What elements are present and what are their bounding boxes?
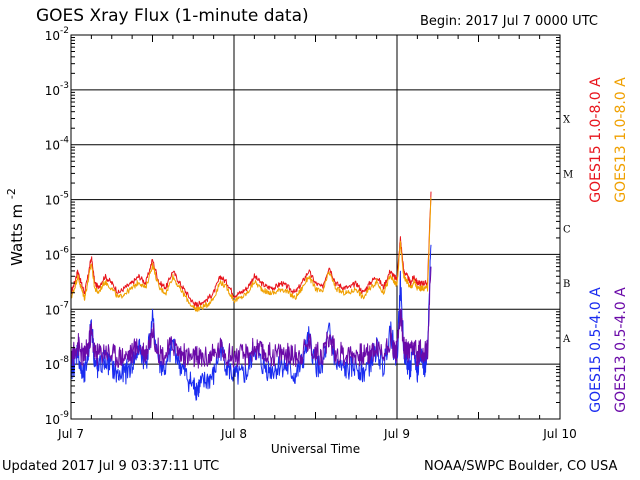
y-tick-label: 10-8 xyxy=(45,355,70,372)
series-line-goes15-1-0-8-0-a xyxy=(70,191,432,308)
chart-title: GOES Xray Flux (1-minute data) xyxy=(36,6,309,26)
x-tick-label: Jul 7 xyxy=(57,427,84,441)
legend-item: GOES13 1.0-8.0 A xyxy=(613,77,629,203)
x-tick-label: Jul 9 xyxy=(383,427,410,441)
legend-item: GOES15 0.5-4.0 A xyxy=(588,287,604,413)
legend-item: GOES13 0.5-4.0 A xyxy=(613,287,629,413)
x-axis-label: Universal Time xyxy=(271,442,360,456)
x-tick-label: Jul 10 xyxy=(542,427,577,441)
data-series xyxy=(70,191,432,401)
x-tick-label: Jul 8 xyxy=(220,427,247,441)
flare-class-label: C xyxy=(563,224,571,235)
series-line-goes13-0-5-4-0-a xyxy=(70,266,432,369)
y-tick-label: 10-3 xyxy=(45,81,69,98)
legend-item: GOES15 1.0-8.0 A xyxy=(588,77,604,203)
flare-class-label: M xyxy=(563,169,573,180)
y-tick-label: 10-4 xyxy=(45,136,70,153)
flare-class-label: X xyxy=(563,115,571,126)
updated-timestamp: Updated 2017 Jul 9 03:37:11 UTC xyxy=(2,459,220,474)
y-axis-label: Watts m -2 xyxy=(5,188,26,266)
credit-text: NOAA/SWPC Boulder, CO USA xyxy=(424,459,618,474)
series-line-goes13-1-0-8-0-a xyxy=(70,197,432,313)
legend: GOES15 1.0-8.0 A GOES13 1.0-8.0 A GOES15 0… xyxy=(588,77,629,413)
y-tick-label: 10-2 xyxy=(45,26,69,43)
series-line-goes15-0-5-4-0-a xyxy=(70,244,432,401)
y-tick-label: 10-9 xyxy=(45,410,70,427)
axis-ticks xyxy=(70,35,561,419)
flare-class-label: B xyxy=(563,279,570,290)
begin-time: Begin: 2017 Jul 7 0000 UTC xyxy=(420,14,598,29)
y-tick-label: 10-7 xyxy=(45,300,69,317)
flare-class-label: A xyxy=(562,334,571,345)
y-tick-label: 10-6 xyxy=(45,245,70,262)
y-tick-label: 10-5 xyxy=(45,191,69,208)
